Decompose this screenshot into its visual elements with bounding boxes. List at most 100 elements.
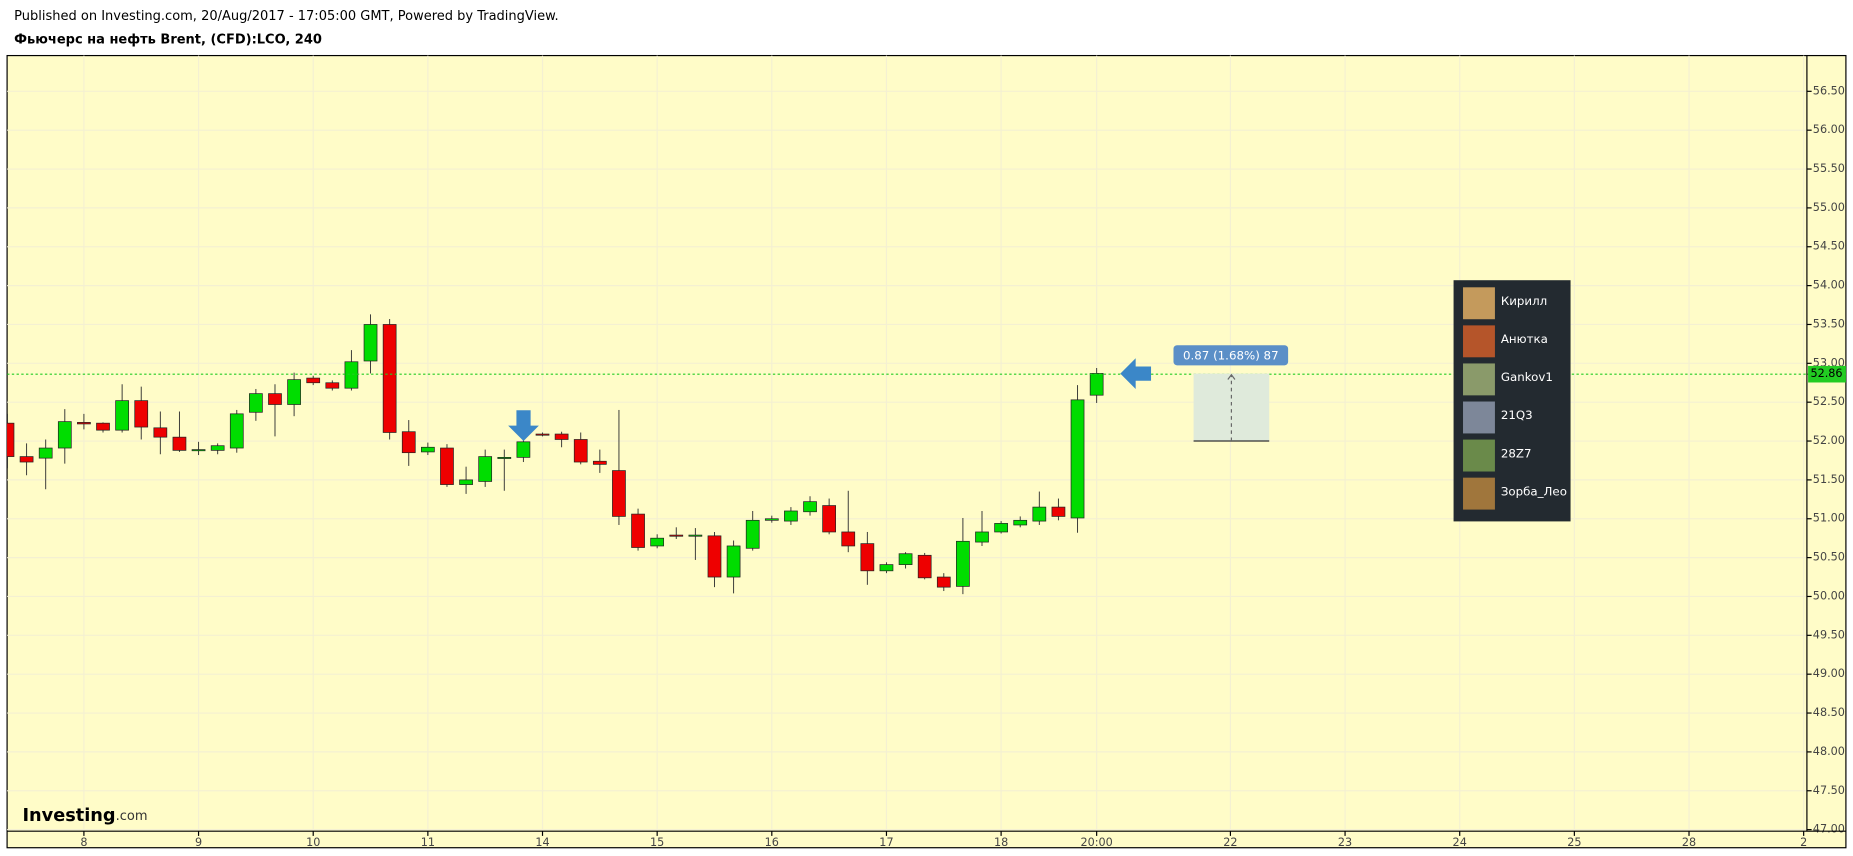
last-price-box bbox=[1808, 365, 1846, 383]
x-tick-label: 15 bbox=[650, 836, 664, 849]
candle-body bbox=[249, 393, 263, 413]
candle-body bbox=[917, 554, 932, 579]
candle-body bbox=[669, 534, 684, 537]
candle-body bbox=[650, 537, 665, 547]
y-tick-label: 49.50 bbox=[1813, 628, 1845, 641]
candle-body bbox=[268, 393, 282, 405]
measure-label-box bbox=[1173, 345, 1289, 366]
participant-name: 21Q3 bbox=[1501, 408, 1533, 422]
logo-name: Investing bbox=[22, 806, 115, 826]
candle-body bbox=[822, 505, 836, 533]
logo: Investing.com bbox=[22, 806, 147, 826]
x-tick-label: 28 bbox=[1682, 836, 1696, 849]
candle-body bbox=[784, 510, 798, 522]
x-tick-label: 14 bbox=[535, 836, 549, 849]
x-tick-label: 22 bbox=[1223, 836, 1237, 849]
y-tick-label: 54.00 bbox=[1813, 279, 1845, 292]
candle-body bbox=[421, 446, 435, 453]
candle-body bbox=[57, 421, 72, 449]
x-tick-label: 24 bbox=[1453, 836, 1467, 849]
last-price-label: 52.86 bbox=[1810, 367, 1842, 380]
candle-body bbox=[440, 447, 454, 485]
y-tick-label: 50.00 bbox=[1813, 589, 1845, 602]
candle-body bbox=[975, 531, 989, 543]
candle-body bbox=[77, 422, 91, 425]
candle-body bbox=[1089, 373, 1104, 396]
participant-name: 28Z7 bbox=[1501, 446, 1532, 460]
x-tick-label: 17 bbox=[879, 836, 893, 849]
candle-body bbox=[363, 324, 378, 362]
candle-body bbox=[535, 433, 550, 436]
y-tick-label: 47.50 bbox=[1813, 784, 1845, 797]
candle-body bbox=[879, 564, 894, 572]
candle-body bbox=[497, 457, 512, 459]
y-tick-label: 56.00 bbox=[1813, 123, 1845, 136]
measure-arrowhead bbox=[1227, 373, 1236, 380]
candle-body bbox=[612, 470, 626, 517]
y-tick-label: 49.00 bbox=[1813, 667, 1845, 680]
candle-body bbox=[956, 540, 970, 587]
candle-body bbox=[860, 543, 875, 572]
candle-body bbox=[134, 400, 149, 428]
x-tick-label: 23 bbox=[1338, 836, 1352, 849]
y-tick-label: 52.00 bbox=[1813, 434, 1845, 447]
participant-name: Зорба_Лео bbox=[1501, 484, 1567, 498]
measure-box bbox=[1193, 373, 1270, 442]
candle-body bbox=[153, 427, 168, 438]
candle-body bbox=[688, 534, 703, 537]
y-tick-label: 48.00 bbox=[1813, 745, 1845, 758]
y-tick-label: 50.50 bbox=[1813, 551, 1845, 564]
candle-body bbox=[707, 535, 722, 578]
avatar bbox=[1463, 325, 1495, 358]
candle-body bbox=[1013, 519, 1028, 526]
candle-body bbox=[478, 456, 493, 482]
candle-body bbox=[898, 553, 913, 565]
candle-body bbox=[1032, 506, 1047, 522]
avatar bbox=[1463, 477, 1495, 510]
candle-body bbox=[745, 519, 760, 549]
candle-body bbox=[229, 413, 244, 449]
measure-label: 0.87 (1.68%) 87 bbox=[1183, 348, 1279, 362]
candle-body bbox=[382, 324, 397, 433]
candle-body bbox=[38, 447, 53, 459]
candle-body bbox=[994, 523, 1008, 533]
candle-body bbox=[631, 513, 645, 548]
avatar bbox=[1463, 401, 1495, 434]
candle-body bbox=[573, 439, 588, 463]
candle-body bbox=[344, 361, 359, 389]
logo-suffix: .com bbox=[116, 808, 148, 823]
x-tick-label: 10 bbox=[306, 836, 320, 849]
candle-body bbox=[19, 456, 34, 463]
candle-body bbox=[936, 576, 951, 588]
candle-body bbox=[1051, 506, 1066, 517]
participant-name: Gankov1 bbox=[1501, 370, 1553, 384]
candle-body bbox=[592, 460, 607, 465]
candle-body bbox=[115, 400, 129, 431]
x-tick-label: 9 bbox=[195, 836, 202, 849]
candle-body bbox=[191, 449, 206, 452]
x-tick-label: 11 bbox=[421, 836, 435, 849]
down-arrow bbox=[508, 410, 539, 442]
candle-body bbox=[554, 433, 569, 440]
candle-body bbox=[401, 431, 416, 454]
participant-name: Кирилл bbox=[1501, 294, 1547, 308]
y-tick-label: 54.50 bbox=[1813, 240, 1845, 253]
x-tick-label: 16 bbox=[765, 836, 779, 849]
participant-name: Анютка bbox=[1501, 332, 1548, 346]
left-arrow bbox=[1120, 358, 1152, 389]
avatar bbox=[1463, 363, 1495, 396]
candle-body bbox=[210, 445, 225, 451]
x-tick-label: 8 bbox=[80, 836, 87, 849]
x-tick-label: 20:00 bbox=[1080, 836, 1112, 849]
chart-title: Фьючерс на нефть Brent, (CFD):LCO, 240 bbox=[14, 33, 322, 48]
candle-body bbox=[803, 501, 817, 513]
candle-body bbox=[726, 545, 741, 578]
x-tick-label: 18 bbox=[994, 836, 1008, 849]
x-tick-label: 25 bbox=[1567, 836, 1581, 849]
avatar bbox=[1463, 287, 1495, 320]
y-tick-label: 55.50 bbox=[1813, 162, 1845, 175]
published-note: Published on Investing.com, 20/Aug/2017 … bbox=[14, 9, 559, 24]
candle-body bbox=[172, 436, 187, 451]
